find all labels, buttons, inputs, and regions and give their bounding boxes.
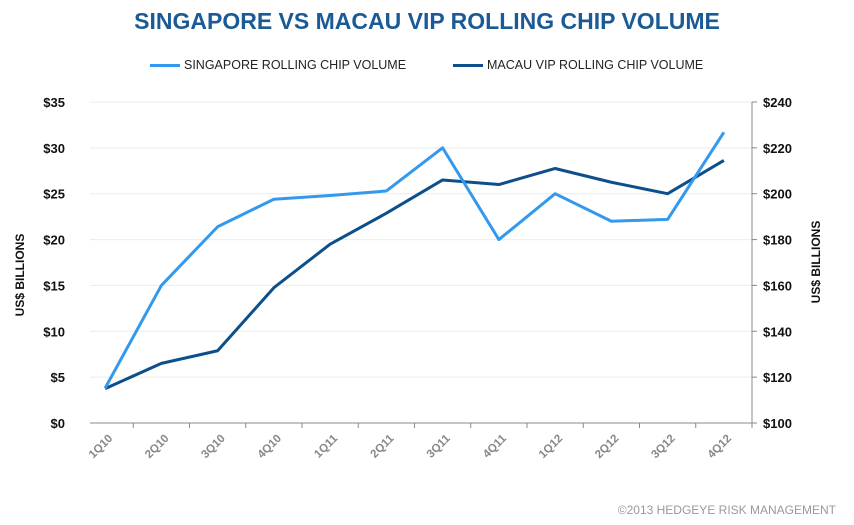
chart-title: SINGAPORE VS MACAU VIP ROLLING CHIP VOLU… [134,8,720,34]
legend-swatch [150,63,180,67]
legend-label: SINGAPORE ROLLING CHIP VOLUME [184,58,407,72]
y2-tick-label: $140 [763,324,792,339]
legend-item-macau: MACAU VIP ROLLING CHIP VOLUME [453,58,703,72]
legend-swatch [453,63,483,67]
y2-tick-label: $100 [763,416,792,431]
y2-tick-label: $180 [763,233,792,248]
y-tick-label: $20 [43,233,65,248]
y-tick-label: $25 [43,187,65,202]
series-line-singapore [103,131,726,389]
x-tick-label: 4Q12 [706,433,734,461]
y2-axis-title: US$ BILLIONS [809,221,823,304]
y-tick-label: $35 [43,95,65,110]
legend-item-singapore: SINGAPORE ROLLING CHIP VOLUME [150,58,406,72]
x-tick-label: 2Q12 [593,433,621,461]
copyright-footer: ©2013 HEDGEYE RISK MANAGEMENT [617,503,836,517]
y2-tick-label: $220 [763,141,792,156]
x-tick-label: 1Q10 [87,433,115,461]
x-tick-label: 3Q12 [649,433,677,461]
x-tick-label: 4Q11 [481,432,509,460]
legend-label: MACAU VIP ROLLING CHIP VOLUME [487,58,704,72]
y2-tick-label: $120 [763,370,792,385]
x-tick-label: 1Q11 [312,432,340,460]
y2-tick-label: $200 [763,187,792,202]
x-tick-label: 1Q12 [537,433,565,461]
y-tick-label: $10 [43,324,65,339]
y-tick-label: $30 [43,141,65,156]
y2-tick-label: $240 [763,95,792,110]
y-tick-label: $15 [43,278,65,293]
x-tick-label: 2Q11 [369,432,397,460]
y2-tick-label: $160 [763,278,792,293]
x-tick-label: 4Q10 [256,433,284,461]
y-axis-title: US$ BILLIONS [13,234,27,317]
x-tick-label: 3Q11 [425,432,453,460]
x-tick-label: 3Q10 [199,433,227,461]
y-tick-label: $5 [51,370,65,385]
series-line-macau [104,159,725,390]
y-tick-label: $0 [51,416,65,431]
x-tick-label: 2Q10 [143,433,171,461]
